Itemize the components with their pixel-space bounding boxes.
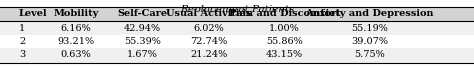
Text: Pain and Discomfort: Pain and Discomfort (228, 9, 340, 18)
Text: 0.63%: 0.63% (61, 50, 91, 59)
Text: 1.00%: 1.00% (269, 24, 300, 33)
Text: 55.39%: 55.39% (124, 37, 161, 46)
Text: Replacement Patients: Replacement Patients (180, 5, 294, 14)
Text: 1.67%: 1.67% (127, 50, 158, 59)
Text: 43.15%: 43.15% (266, 50, 303, 59)
Text: 3: 3 (19, 50, 25, 59)
Text: Mobility: Mobility (53, 9, 99, 18)
Text: 42.94%: 42.94% (124, 24, 161, 33)
Text: 2: 2 (19, 37, 25, 46)
Text: 72.74%: 72.74% (190, 37, 227, 46)
Text: 93.21%: 93.21% (57, 37, 94, 46)
Text: 6.02%: 6.02% (193, 24, 224, 33)
Text: 55.19%: 55.19% (351, 24, 388, 33)
Text: Anxiety and Depression: Anxiety and Depression (305, 9, 434, 18)
Text: Level: Level (19, 9, 47, 18)
Text: Self-Care: Self-Care (117, 9, 167, 18)
Text: 39.07%: 39.07% (351, 37, 388, 46)
Text: 55.86%: 55.86% (266, 37, 303, 46)
Text: 6.16%: 6.16% (61, 24, 91, 33)
Text: 21.24%: 21.24% (190, 50, 227, 59)
Text: 5.75%: 5.75% (355, 50, 385, 59)
Text: Usual Activities: Usual Activities (166, 9, 251, 18)
Text: 1: 1 (19, 24, 25, 33)
